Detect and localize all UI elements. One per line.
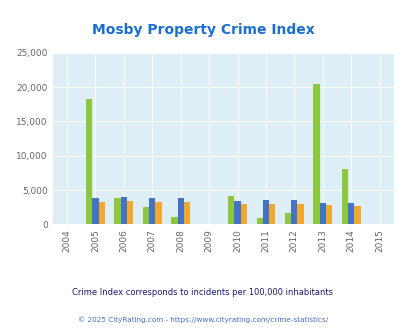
Legend: Mosby, Missouri, National: Mosby, Missouri, National: [94, 329, 352, 330]
Bar: [143, 207, 149, 224]
Bar: [177, 198, 183, 224]
Bar: [86, 99, 92, 224]
Bar: [256, 217, 262, 224]
Bar: [284, 213, 290, 224]
Bar: [183, 202, 190, 224]
Bar: [354, 206, 360, 224]
Bar: [313, 84, 319, 224]
Text: Crime Index corresponds to incidents per 100,000 inhabitants: Crime Index corresponds to incidents per…: [72, 287, 333, 297]
Bar: [269, 204, 275, 224]
Bar: [171, 217, 177, 224]
Bar: [98, 202, 104, 224]
Bar: [155, 202, 161, 224]
Bar: [92, 198, 98, 224]
Bar: [120, 197, 127, 224]
Bar: [297, 204, 303, 224]
Bar: [240, 204, 246, 224]
Text: © 2025 CityRating.com - https://www.cityrating.com/crime-statistics/: © 2025 CityRating.com - https://www.city…: [78, 317, 327, 323]
Bar: [149, 198, 155, 224]
Bar: [319, 203, 325, 224]
Bar: [127, 201, 133, 224]
Bar: [341, 169, 347, 224]
Text: Mosby Property Crime Index: Mosby Property Crime Index: [92, 23, 313, 37]
Bar: [262, 200, 269, 224]
Bar: [114, 198, 120, 224]
Bar: [347, 204, 354, 224]
Bar: [325, 205, 331, 224]
Bar: [228, 196, 234, 224]
Bar: [290, 200, 297, 224]
Bar: [234, 201, 240, 224]
